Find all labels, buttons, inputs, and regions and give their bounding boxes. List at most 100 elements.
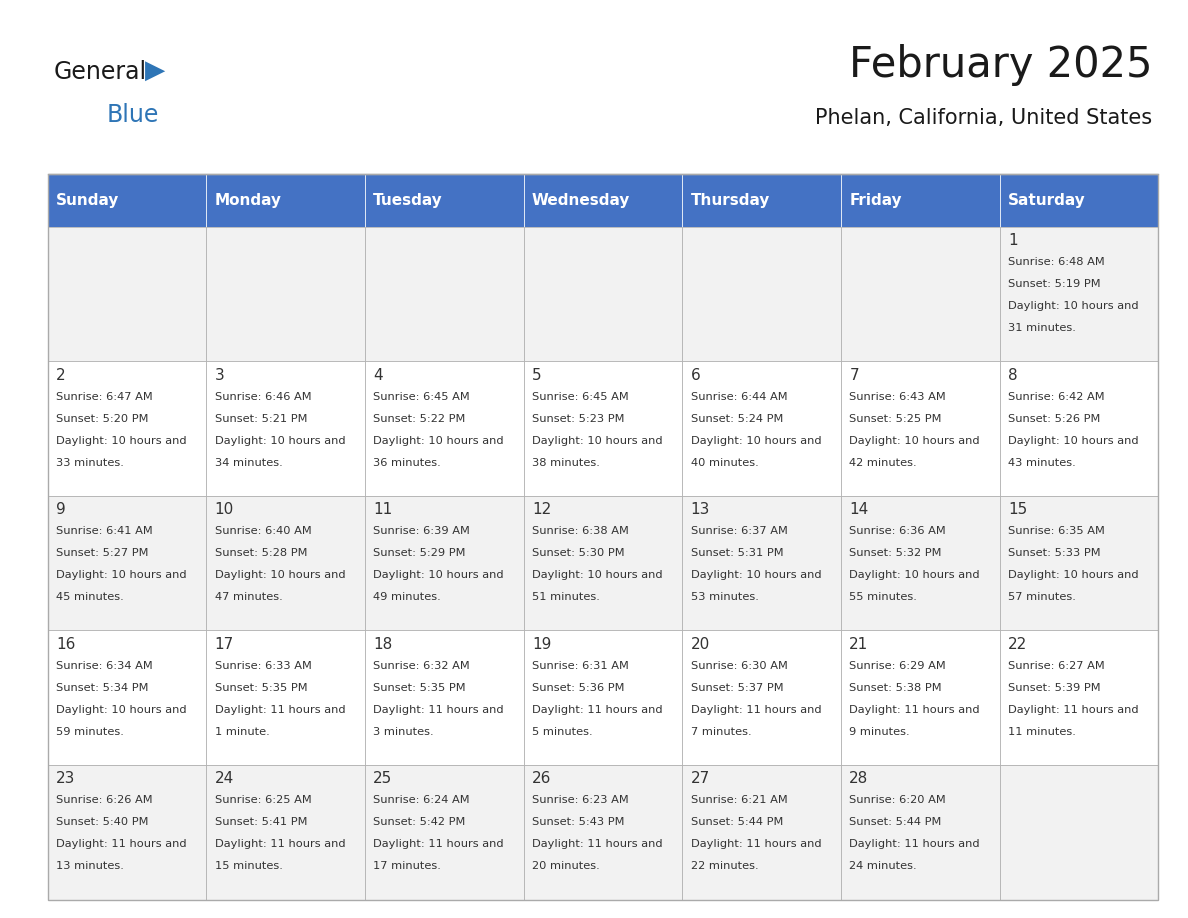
Text: Monday: Monday [215,193,282,208]
Text: 47 minutes.: 47 minutes. [215,592,283,602]
Text: Sunset: 5:42 PM: Sunset: 5:42 PM [373,817,466,827]
Text: 14: 14 [849,502,868,518]
Bar [365,174,524,227]
Text: Sunrise: 6:45 AM: Sunrise: 6:45 AM [373,392,470,401]
Text: Sunset: 5:40 PM: Sunset: 5:40 PM [56,817,148,827]
Text: Sunset: 5:30 PM: Sunset: 5:30 PM [532,548,625,558]
Text: 8: 8 [1007,368,1018,383]
Text: Sunset: 5:32 PM: Sunset: 5:32 PM [849,548,942,558]
Text: 49 minutes.: 49 minutes. [373,592,441,602]
Text: 34 minutes.: 34 minutes. [215,458,283,467]
Text: Daylight: 11 hours and: Daylight: 11 hours and [215,839,346,849]
Bar [682,174,841,227]
Text: Sunrise: 6:48 AM: Sunrise: 6:48 AM [1007,257,1105,267]
Text: Friday: Friday [849,193,902,208]
Text: Daylight: 11 hours and: Daylight: 11 hours and [532,705,663,715]
Text: Sunrise: 6:47 AM: Sunrise: 6:47 AM [56,392,152,401]
Text: 7: 7 [849,368,859,383]
Text: General: General [53,60,146,84]
Text: ▶: ▶ [145,58,165,84]
Text: 9 minutes.: 9 minutes. [849,727,910,737]
Text: 21: 21 [849,637,868,652]
Bar [48,496,207,631]
Text: 13: 13 [690,502,710,518]
Bar [48,174,1158,900]
Bar [682,631,841,765]
Text: 17 minutes.: 17 minutes. [373,861,441,871]
Bar [841,362,999,496]
Text: Sunrise: 6:20 AM: Sunrise: 6:20 AM [849,795,946,805]
Bar [999,362,1158,496]
Text: 27: 27 [690,771,709,787]
Text: Daylight: 10 hours and: Daylight: 10 hours and [215,436,346,445]
Bar [841,496,999,631]
Text: 22: 22 [1007,637,1028,652]
Text: 31 minutes.: 31 minutes. [1007,323,1076,333]
Bar [207,496,365,631]
Text: Daylight: 11 hours and: Daylight: 11 hours and [532,839,663,849]
Text: Sunrise: 6:43 AM: Sunrise: 6:43 AM [849,392,946,401]
Text: Daylight: 10 hours and: Daylight: 10 hours and [1007,301,1138,311]
Text: 12: 12 [532,502,551,518]
Text: Sunset: 5:35 PM: Sunset: 5:35 PM [215,683,308,693]
Bar [365,362,524,496]
Bar [682,362,841,496]
Text: 23: 23 [56,771,75,787]
Text: Sunrise: 6:24 AM: Sunrise: 6:24 AM [373,795,469,805]
Text: 59 minutes.: 59 minutes. [56,727,124,737]
Bar [524,765,682,900]
Text: Daylight: 11 hours and: Daylight: 11 hours and [690,839,821,849]
Bar [365,765,524,900]
Text: Sunrise: 6:34 AM: Sunrise: 6:34 AM [56,661,152,671]
Text: 1 minute.: 1 minute. [215,727,270,737]
Text: 5 minutes.: 5 minutes. [532,727,593,737]
Bar [841,765,999,900]
Bar [841,174,999,227]
Text: Sunrise: 6:40 AM: Sunrise: 6:40 AM [215,526,311,536]
Text: Daylight: 11 hours and: Daylight: 11 hours and [849,839,980,849]
Text: Sunrise: 6:36 AM: Sunrise: 6:36 AM [849,526,946,536]
Text: Saturday: Saturday [1007,193,1086,208]
Bar [365,227,524,362]
Bar [207,227,365,362]
Text: Sunset: 5:23 PM: Sunset: 5:23 PM [532,414,625,423]
Text: Phelan, California, United States: Phelan, California, United States [815,108,1152,129]
Text: Sunrise: 6:42 AM: Sunrise: 6:42 AM [1007,392,1105,401]
Text: Daylight: 11 hours and: Daylight: 11 hours and [215,705,346,715]
Text: Sunset: 5:44 PM: Sunset: 5:44 PM [690,817,783,827]
Text: Daylight: 11 hours and: Daylight: 11 hours and [849,705,980,715]
Text: 28: 28 [849,771,868,787]
Text: Daylight: 11 hours and: Daylight: 11 hours and [373,839,504,849]
Text: 36 minutes.: 36 minutes. [373,458,441,467]
Text: Sunset: 5:24 PM: Sunset: 5:24 PM [690,414,783,423]
Bar [999,174,1158,227]
Bar [999,631,1158,765]
Bar [524,362,682,496]
Text: 1: 1 [1007,233,1018,248]
Text: Sunrise: 6:27 AM: Sunrise: 6:27 AM [1007,661,1105,671]
Bar [524,496,682,631]
Text: Sunset: 5:33 PM: Sunset: 5:33 PM [1007,548,1100,558]
Text: Sunrise: 6:31 AM: Sunrise: 6:31 AM [532,661,628,671]
Text: Sunrise: 6:33 AM: Sunrise: 6:33 AM [215,661,311,671]
Text: Sunrise: 6:45 AM: Sunrise: 6:45 AM [532,392,628,401]
Text: Sunset: 5:37 PM: Sunset: 5:37 PM [690,683,783,693]
Bar [999,227,1158,362]
Text: 13 minutes.: 13 minutes. [56,861,124,871]
Bar [207,174,365,227]
Bar [524,227,682,362]
Text: Sunset: 5:35 PM: Sunset: 5:35 PM [373,683,466,693]
Text: February 2025: February 2025 [849,44,1152,86]
Text: 33 minutes.: 33 minutes. [56,458,124,467]
Text: Sunrise: 6:25 AM: Sunrise: 6:25 AM [215,795,311,805]
Text: Sunrise: 6:30 AM: Sunrise: 6:30 AM [690,661,788,671]
Text: Daylight: 10 hours and: Daylight: 10 hours and [690,436,821,445]
Text: 20: 20 [690,637,709,652]
Text: 11 minutes.: 11 minutes. [1007,727,1076,737]
Text: 3 minutes.: 3 minutes. [373,727,434,737]
Text: Sunset: 5:28 PM: Sunset: 5:28 PM [215,548,307,558]
Text: Daylight: 10 hours and: Daylight: 10 hours and [56,570,187,580]
Text: Sunset: 5:27 PM: Sunset: 5:27 PM [56,548,148,558]
Text: Sunrise: 6:44 AM: Sunrise: 6:44 AM [690,392,788,401]
Text: Sunrise: 6:46 AM: Sunrise: 6:46 AM [215,392,311,401]
